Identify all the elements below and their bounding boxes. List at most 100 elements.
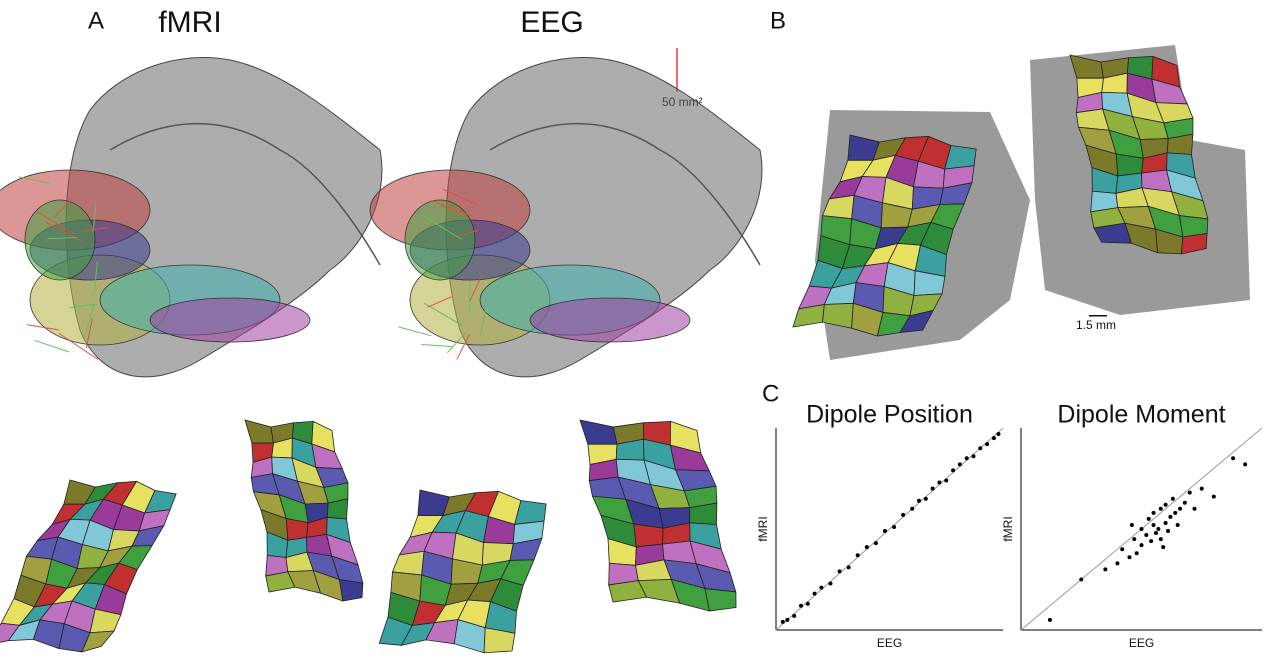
point [806, 602, 810, 606]
point [1171, 497, 1175, 501]
point [1159, 537, 1163, 541]
point [813, 592, 817, 596]
scatter-chart: Dipole Moment EEG fMRI [1001, 401, 1262, 651]
point [1115, 561, 1119, 565]
point [1161, 545, 1165, 549]
point [847, 565, 851, 569]
point [856, 553, 860, 557]
point [978, 446, 982, 450]
brain-render [0, 57, 382, 376]
flat-map [245, 420, 363, 601]
point [965, 456, 969, 460]
point [1164, 521, 1168, 525]
point [1149, 539, 1153, 543]
point [1164, 503, 1168, 507]
point [996, 432, 1000, 436]
point [901, 513, 905, 517]
point [958, 462, 962, 466]
point [799, 604, 803, 608]
point [892, 525, 896, 529]
panel-label: A [88, 7, 104, 34]
x-axis-label: EEG [877, 636, 902, 650]
patch [634, 524, 663, 547]
patch [793, 305, 824, 328]
point [924, 497, 928, 501]
charts: Dipole Position EEG fMRI Dipole Moment EEG fM… [756, 401, 1262, 651]
point [985, 442, 989, 446]
point [785, 618, 789, 622]
point [874, 541, 878, 545]
region [530, 298, 690, 342]
panel-label: C [762, 380, 779, 407]
point [1200, 487, 1204, 491]
scale-label: 1.5 mm [1076, 318, 1116, 332]
point [1231, 456, 1235, 460]
panel-title: fMRI [158, 6, 221, 39]
point [951, 468, 955, 472]
patch [392, 551, 424, 575]
patch [339, 580, 362, 601]
y-axis-label: fMRI [756, 516, 770, 541]
patch [705, 589, 736, 611]
patch [286, 518, 308, 540]
brain-render [370, 57, 762, 376]
point [1188, 491, 1192, 495]
point [1048, 618, 1052, 622]
vector [35, 340, 69, 351]
patch [245, 420, 273, 443]
point [1183, 501, 1187, 505]
identity-line [776, 428, 1003, 630]
point [910, 507, 914, 511]
point [1243, 462, 1247, 466]
point [1127, 555, 1131, 559]
y-axis-label: fMRI [1001, 516, 1015, 541]
patch [580, 420, 617, 444]
patch [1116, 154, 1143, 176]
point [1079, 578, 1083, 582]
point [1132, 537, 1136, 541]
point [1154, 531, 1158, 535]
point [1173, 511, 1177, 515]
chart-title: Dipole Moment [1057, 401, 1225, 429]
region [25, 200, 95, 280]
point [1176, 523, 1180, 527]
point [1166, 529, 1170, 533]
point [944, 479, 948, 483]
point [1159, 507, 1163, 511]
point [865, 545, 869, 549]
figure: A fMRI EEG 50 mm² B 1.5 mm C Dipole Posi… [0, 0, 1276, 666]
point [917, 499, 921, 503]
point [1120, 547, 1124, 551]
point [792, 614, 796, 618]
flat-map [0, 480, 176, 652]
panel-title: EEG [520, 6, 583, 39]
illustrations [0, 45, 1250, 653]
flat-map [379, 490, 546, 653]
x-axis-label: EEG [1129, 636, 1154, 650]
point [1193, 507, 1197, 511]
point [1147, 517, 1151, 521]
point [1156, 527, 1160, 531]
chart-title: Dipole Position [806, 401, 973, 429]
point [1152, 523, 1156, 527]
region [150, 298, 310, 342]
point [883, 529, 887, 533]
point [1140, 527, 1144, 531]
scatter-chart: Dipole Position EEG fMRI [756, 401, 1003, 651]
vector [421, 345, 451, 347]
point [992, 436, 996, 440]
point [838, 569, 842, 573]
point [1140, 543, 1144, 547]
point [1144, 533, 1148, 537]
point [971, 454, 975, 458]
scale-bar [1089, 315, 1107, 317]
panel-label: B [770, 7, 786, 34]
point [1135, 551, 1139, 555]
point [1152, 511, 1156, 515]
point [1168, 515, 1172, 519]
point [781, 620, 785, 624]
point [937, 481, 941, 485]
point [1178, 507, 1182, 511]
point [1103, 567, 1107, 571]
point [828, 582, 832, 586]
